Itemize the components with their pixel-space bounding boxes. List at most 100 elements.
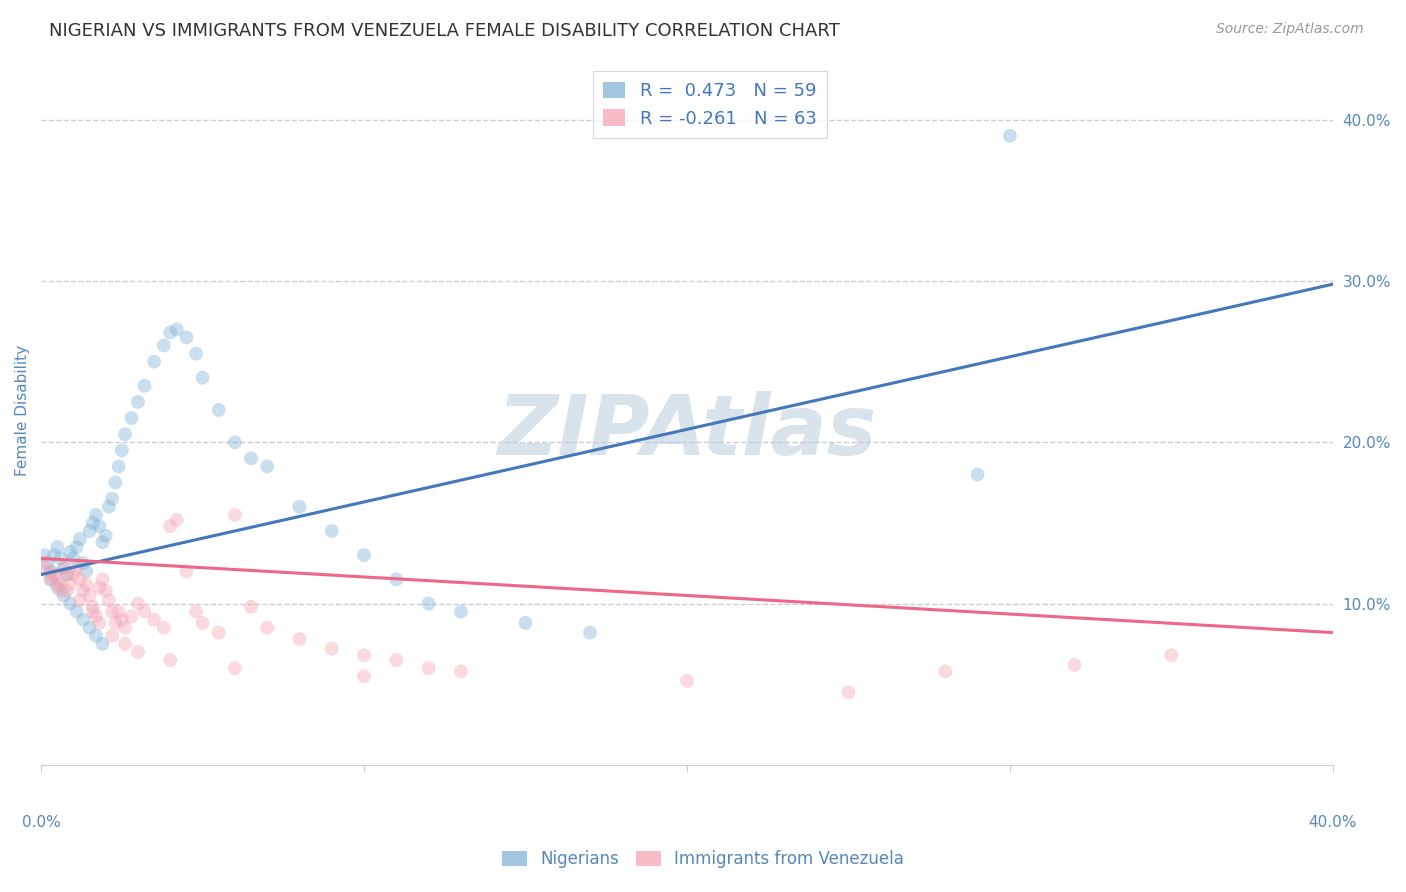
Point (353, 548, 375, 562)
Point (153, 338, 176, 352)
Point (46, 540, 69, 554)
Point (59, 545, 82, 559)
Point (72, 583, 94, 598)
Point (1160, 648, 1182, 663)
Point (84, 609, 107, 624)
Point (418, 661, 440, 675)
Point (66, 605, 89, 619)
Point (75, 577, 97, 591)
Point (49, 583, 72, 598)
Point (998, 128, 1021, 143)
Point (37, 564, 59, 578)
Text: Source: ZipAtlas.com: Source: ZipAtlas.com (1216, 22, 1364, 37)
Point (184, 346, 207, 360)
Point (82, 599, 104, 614)
Point (39, 564, 62, 578)
Point (46, 577, 69, 591)
Point (107, 605, 129, 619)
Text: ZIPAtlas: ZIPAtlas (498, 391, 876, 472)
Point (184, 605, 207, 619)
Point (49, 551, 72, 566)
Point (69, 593, 91, 607)
Point (385, 653, 408, 667)
Point (321, 641, 343, 656)
Point (288, 632, 311, 646)
Point (353, 648, 375, 663)
Point (676, 673, 699, 688)
Point (52, 561, 75, 575)
Point (385, 573, 408, 587)
Text: 40.0%: 40.0% (1309, 814, 1357, 830)
Point (94, 583, 117, 598)
Point (42, 567, 65, 582)
Point (34, 548, 56, 562)
Point (66, 561, 89, 575)
Point (127, 597, 149, 611)
Point (59, 597, 82, 611)
Point (966, 467, 988, 482)
Point (450, 605, 472, 619)
Point (104, 615, 127, 630)
Point (97, 500, 120, 514)
Point (39, 573, 62, 587)
Point (91, 637, 114, 651)
Point (66, 540, 89, 554)
Point (42, 567, 65, 582)
Point (69, 573, 91, 587)
Point (82, 605, 104, 619)
Point (208, 625, 231, 640)
Point (91, 573, 114, 587)
Point (256, 459, 278, 474)
Point (72, 613, 94, 627)
Point (79, 524, 101, 538)
Point (176, 564, 198, 578)
Point (89, 519, 111, 533)
Point (107, 459, 129, 474)
Point (101, 629, 124, 643)
Point (62, 551, 84, 566)
Point (143, 354, 166, 368)
Point (49, 577, 72, 591)
Point (353, 669, 375, 683)
Point (134, 379, 156, 393)
Point (72, 556, 94, 570)
Point (56, 583, 79, 598)
Point (114, 637, 136, 651)
Point (256, 621, 278, 635)
Point (579, 625, 602, 640)
Point (104, 475, 127, 490)
Point (59, 577, 82, 591)
Point (84, 629, 107, 643)
Point (143, 613, 166, 627)
Point (418, 597, 440, 611)
Point (515, 615, 537, 630)
Point (34, 556, 56, 570)
Point (166, 513, 188, 527)
Point (75, 564, 97, 578)
Point (121, 411, 143, 425)
Point (159, 653, 181, 667)
Point (240, 451, 263, 466)
Point (94, 529, 117, 543)
Point (159, 519, 181, 533)
Point (208, 403, 231, 417)
Point (934, 665, 956, 679)
Legend: Nigerians, Immigrants from Venezuela: Nigerians, Immigrants from Venezuela (495, 844, 911, 875)
Point (224, 435, 246, 450)
Point (288, 500, 311, 514)
Point (37, 556, 59, 570)
Point (153, 621, 176, 635)
Point (224, 508, 246, 522)
Point (114, 427, 136, 442)
Point (84, 508, 107, 522)
Point (321, 524, 343, 538)
Point (1063, 657, 1085, 672)
Point (79, 621, 101, 635)
Point (89, 581, 111, 595)
Point (52, 589, 75, 603)
Point (450, 665, 472, 679)
Point (79, 589, 101, 603)
Y-axis label: Female Disability: Female Disability (15, 344, 30, 475)
Point (166, 322, 188, 336)
Point (89, 615, 111, 630)
